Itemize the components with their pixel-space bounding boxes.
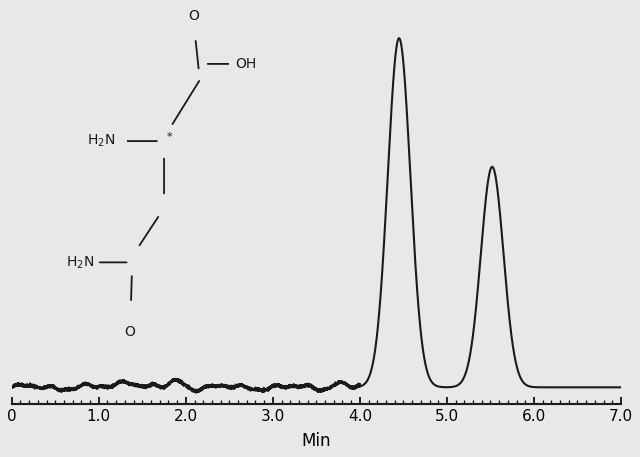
Text: $\mathregular{H_2N}$: $\mathregular{H_2N}$ (87, 133, 115, 149)
Text: *: * (166, 133, 172, 143)
X-axis label: Min: Min (301, 432, 331, 450)
Text: O: O (124, 325, 134, 339)
Text: OH: OH (236, 57, 257, 71)
Text: $\mathregular{H_2N}$: $\mathregular{H_2N}$ (65, 254, 93, 271)
Text: O: O (188, 9, 199, 23)
